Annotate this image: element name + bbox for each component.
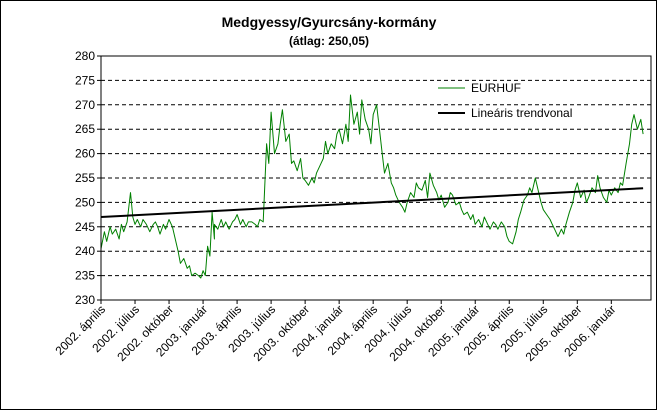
y-tick-label: 250 <box>75 195 95 209</box>
y-tick-label: 280 <box>75 49 95 63</box>
y-tick-label: 275 <box>75 73 95 87</box>
legend: EURHUF Lineáris trendvonal <box>438 81 572 120</box>
y-tick-label: 245 <box>75 220 95 234</box>
y-tick-label: 230 <box>75 293 95 307</box>
chart-subtitle: (átlag: 250,05) <box>289 34 369 48</box>
grid-lines <box>101 79 651 277</box>
y-tick-label: 270 <box>75 98 95 112</box>
series-layer <box>100 94 644 279</box>
chart-title: Medgyessy/Gyurcsány-kormány <box>222 14 437 30</box>
series-trend-line <box>100 187 644 218</box>
y-tick-labels: 230 235 240 245 250 255 260 265 270 275 280 <box>75 49 101 307</box>
y-tick-label: 255 <box>75 171 95 185</box>
y-tick-label: 240 <box>75 244 95 258</box>
series-eurhuf-line <box>100 94 644 279</box>
y-tick-label: 265 <box>75 122 95 136</box>
y-tick-label: 260 <box>75 147 95 161</box>
legend-trend-label: Lineáris trendvonal <box>471 106 572 120</box>
legend-eurhuf-label: EURHUF <box>471 81 521 95</box>
y-tick-label: 235 <box>75 269 95 283</box>
